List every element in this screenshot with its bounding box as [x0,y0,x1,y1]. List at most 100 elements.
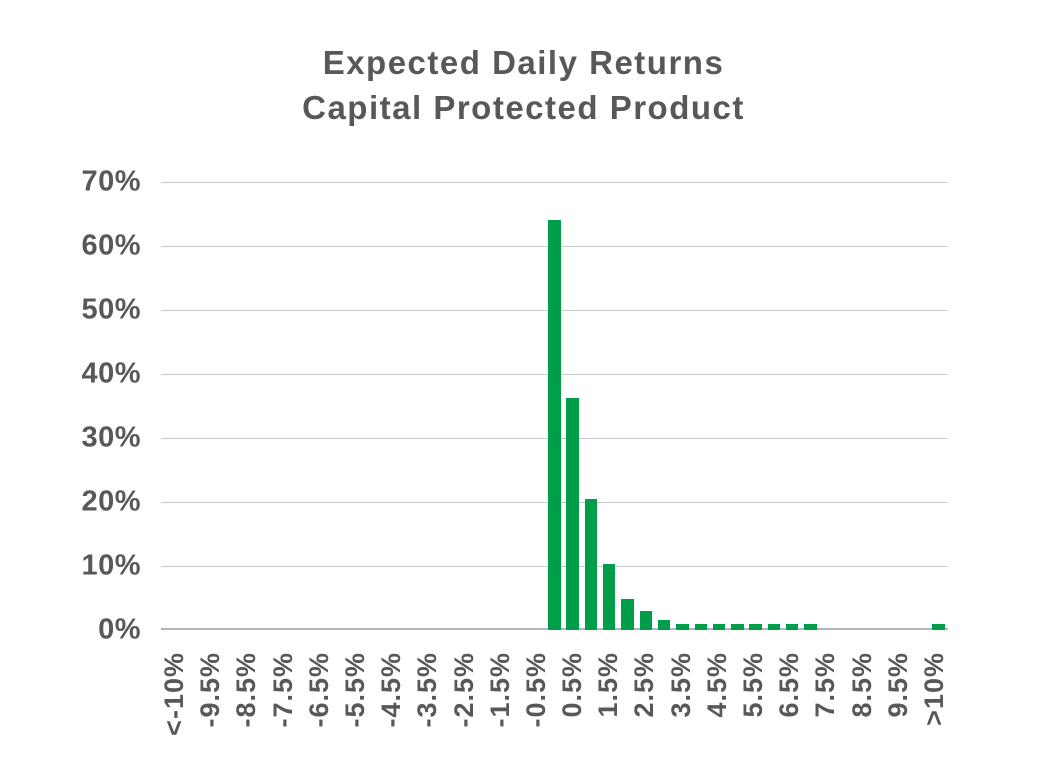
x-axis-bin: -5.5% [339,652,370,736]
histogram-bin [893,182,911,630]
bar-series [161,182,948,630]
histogram-bin [509,182,527,630]
x-axis-bin: -0.5% [520,652,551,736]
x-axis-bin: 2.5% [629,652,659,736]
y-axis-tick-label: 60% [81,229,141,262]
histogram-bin [362,182,380,630]
histogram-bin [929,182,947,630]
x-axis-tick-label: -6.5% [303,652,334,728]
x-axis-tick-label: -9.5% [195,652,226,728]
histogram-bin [655,182,673,630]
histogram-bin [838,182,856,630]
x-axis-bin: 6.5% [774,652,805,736]
histogram-bin [856,182,874,630]
x-axis-bin: 4.5% [701,652,732,736]
histogram-bin [801,182,819,630]
histogram-bin [179,182,197,630]
x-axis-bin: -4.5% [376,652,407,736]
y-axis-tick-label: 10% [81,549,141,582]
histogram-bin [692,182,710,630]
histogram-bin [545,182,563,630]
y-axis-tick-label: 40% [81,357,141,390]
y-axis-tick-label: 20% [81,485,141,518]
plot-area [161,182,948,630]
x-axis-tick-label: 9.5% [882,652,913,718]
histogram-bin [472,182,490,630]
x-axis-tick-label: -0.5% [520,652,551,728]
x-axis-tick-label: >10% [918,652,949,726]
x-axis-tick-label: -4.5% [376,652,407,728]
x-axis-bin: 7.5% [810,652,841,736]
bar [566,397,579,630]
histogram-bin [490,182,508,630]
x-axis-bin: 8.5% [846,652,877,736]
x-axis-tick-label: <-10% [159,652,189,736]
y-axis-tick-label: 50% [81,293,141,326]
bar [621,598,634,630]
x-axis-bin: -3.5% [412,652,443,736]
histogram-bin [234,182,252,630]
bar [694,623,707,630]
x-axis-tick-label: 7.5% [810,652,841,718]
bar [639,610,653,630]
histogram-bin [564,182,582,630]
x-axis-bin: >10% [918,652,949,736]
x-axis-bin: -8.5% [231,652,262,736]
histogram-bin [783,182,801,630]
histogram-bin [618,182,636,630]
histogram-bin [307,182,325,630]
histogram-bin [289,182,307,630]
y-axis-tick-label: 0% [98,613,141,646]
x-axis-bin: -2.5% [448,652,479,736]
histogram-bin [747,182,765,630]
x-axis-bin: <-10% [159,652,189,736]
histogram-bin [728,182,746,630]
x-axis-bin: 3.5% [666,652,696,736]
histogram-bin [673,182,691,630]
histogram-bin [637,182,655,630]
bar [786,623,799,630]
histogram-bin [454,182,472,630]
histogram-bin [600,182,618,630]
histogram-bin [216,182,234,630]
histogram-bin [435,182,453,630]
x-axis-tick-label: 0.5% [557,652,588,718]
x-axis-bin: -9.5% [195,652,226,736]
x-axis-tick-label: 4.5% [701,652,732,718]
x-axis-tick-label: 1.5% [593,652,624,718]
histogram-bin [252,182,270,630]
x-axis-bin: -7.5% [268,652,298,736]
histogram-bin [198,182,216,630]
x-axis-tick-label: 6.5% [774,652,805,718]
bar [676,623,689,630]
x-axis: <-10% -9.5% -8.5% -7.5% -6.5% -5.5% -4.5% -3.5%… [159,652,949,736]
histogram-bin [326,182,344,630]
x-axis-bin: -1.5% [485,652,515,736]
x-axis-bin: -6.5% [303,652,334,736]
x-axis-bin: 9.5% [882,652,913,736]
histogram-bin [710,182,728,630]
x-axis-tick-label: 8.5% [846,652,877,718]
x-axis-tick-label: -5.5% [339,652,370,728]
gridline [161,182,948,183]
x-axis-tick-label: -8.5% [231,652,262,728]
histogram-bin [527,182,545,630]
chart-title: Expected Daily Returns Capital Protected… [0,40,1047,130]
x-axis-tick-label: -3.5% [412,652,443,728]
x-axis-bin: 0.5% [557,652,588,736]
bar [767,623,781,630]
histogram-bin [417,182,435,630]
histogram-bin [875,182,893,630]
histogram-bin [271,182,289,630]
x-axis-bin: 1.5% [593,652,624,736]
bar [603,564,616,630]
histogram-bin [911,182,929,630]
histogram-bin [399,182,417,630]
y-axis-tick-label: 70% [81,165,141,198]
bar [749,623,762,630]
bar [932,623,945,630]
y-axis-tick-label: 30% [81,421,141,454]
y-axis: 70% 60% 50% 40% 30% 20% 10% 0% [0,166,141,646]
x-axis-tick-label: -2.5% [448,652,479,728]
chart-title-line1: Expected Daily Returns [322,44,725,81]
